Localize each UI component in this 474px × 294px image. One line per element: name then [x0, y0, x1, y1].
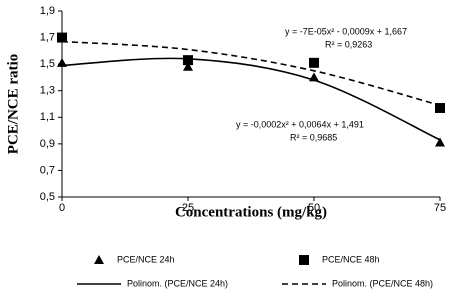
annotation: y = -0,0002x² + 0,0064x + 1,491 — [236, 119, 364, 129]
y-axis-label: PCE/NCE ratio — [5, 54, 21, 154]
annotation: R² = 0,9685 — [290, 132, 337, 142]
marker-square — [57, 32, 67, 43]
marker-square — [183, 55, 193, 66]
marker-triangle — [94, 255, 104, 264]
marker-triangle — [183, 61, 193, 71]
marker-square — [435, 102, 445, 113]
trend-line — [61, 40, 441, 107]
legend-label: PCE/NCE 48h — [322, 254, 380, 264]
x-tick-label: 25 — [182, 202, 194, 214]
x-tick-label: 50 — [308, 202, 320, 214]
y-tick-label: 1,1 — [40, 111, 55, 123]
y-tick-label: 1,5 — [40, 58, 55, 70]
x-axis-label: Concentrations (mg/kg) — [175, 204, 327, 220]
y-tick-label: 1,7 — [40, 31, 55, 43]
y-tick-label: 0,9 — [40, 138, 55, 150]
y-tick-label: 1,9 — [40, 5, 55, 17]
trend-line — [61, 57, 441, 141]
legend-label: Polinom. (PCE/NCE 48h) — [332, 278, 433, 288]
marker-square — [309, 57, 319, 68]
y-tick-label: 1,3 — [40, 85, 55, 97]
annotation: y = -7E-05x² - 0,0009x + 1,667 — [285, 26, 407, 36]
marker-triangle — [435, 137, 445, 147]
marker-square — [299, 255, 309, 265]
annotation: R² = 0,9263 — [325, 39, 372, 49]
legend-label: Polinom. (PCE/NCE 24h) — [127, 278, 228, 288]
x-tick-label: 0 — [59, 202, 65, 214]
y-tick-label: 0,5 — [40, 191, 55, 203]
y-tick-label: 0,7 — [40, 164, 55, 176]
legend-label: PCE/NCE 24h — [117, 254, 175, 264]
x-tick-label: 75 — [434, 202, 446, 214]
